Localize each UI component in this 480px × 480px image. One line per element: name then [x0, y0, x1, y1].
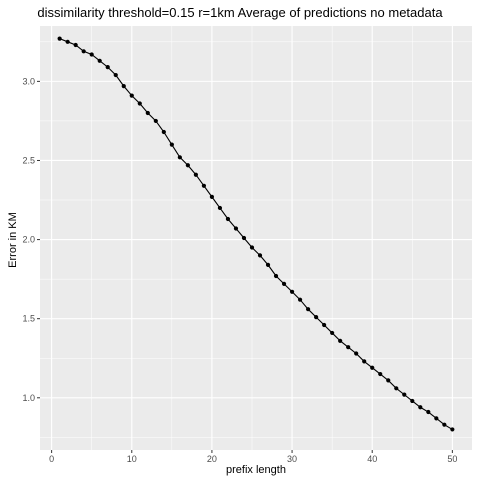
axis-ticks: 0 10 20 30 40 50 1.0 1.5 2.0 2.5 3.0 [22, 76, 457, 464]
data-point [370, 365, 375, 370]
data-point [241, 235, 247, 241]
data-point [73, 42, 78, 48]
data-point [322, 322, 327, 328]
x-tick-label: 30 [287, 454, 297, 464]
x-tick-label: 20 [207, 454, 217, 464]
data-point [193, 172, 198, 177]
data-point [338, 338, 343, 343]
data-point [265, 262, 271, 267]
x-tick-label: 0 [49, 454, 54, 464]
data-point [386, 378, 391, 383]
data-point [153, 118, 158, 124]
chart-title: dissimilarity threshold=0.15 r=1km Avera… [37, 5, 443, 20]
grid-lines [40, 26, 472, 450]
series-layer [57, 36, 455, 432]
data-point [89, 52, 94, 57]
y-tick-label: 1.5 [22, 314, 35, 324]
data-point [217, 205, 223, 211]
data-point [97, 58, 102, 63]
data-point [113, 72, 118, 78]
data-point [394, 386, 399, 391]
data-point [402, 392, 407, 397]
data-point [346, 345, 351, 350]
data-point [145, 110, 150, 116]
data-point [169, 142, 174, 147]
data-point [273, 273, 279, 279]
data-point [330, 330, 335, 336]
y-tick-label: 1.0 [22, 393, 35, 403]
x-axis-title: prefix length [226, 464, 286, 476]
data-point [450, 427, 455, 432]
data-point [297, 297, 303, 302]
data-point [137, 101, 142, 106]
data-point [257, 253, 263, 258]
x-tick-label: 50 [447, 454, 457, 464]
data-point [354, 351, 359, 356]
data-point [81, 49, 86, 54]
data-point [281, 281, 287, 286]
data-point [289, 289, 295, 294]
data-point [426, 409, 431, 415]
y-tick-label: 2.0 [22, 235, 35, 245]
data-point [161, 129, 166, 135]
x-tick-label: 10 [127, 454, 137, 464]
y-tick-label: 2.5 [22, 155, 35, 165]
data-point [65, 39, 70, 44]
data-point [362, 359, 367, 364]
y-tick-label: 3.0 [22, 76, 35, 86]
y-axis-title: Error in KM [7, 212, 19, 268]
data-point [185, 163, 190, 168]
data-point [57, 36, 62, 41]
data-point [201, 183, 207, 188]
data-point [249, 245, 255, 250]
data-point [177, 155, 182, 160]
data-point [434, 416, 439, 421]
data-point [305, 307, 311, 312]
plot-panel [40, 26, 472, 450]
data-point [418, 405, 423, 410]
data-point [121, 84, 126, 89]
data-point [233, 226, 239, 231]
data-point [209, 194, 215, 199]
data-point [225, 216, 231, 222]
data-point [442, 422, 447, 427]
data-point [378, 371, 383, 377]
x-tick-label: 40 [367, 454, 377, 464]
data-point [314, 315, 319, 320]
data-point [129, 93, 134, 98]
data-point [105, 65, 110, 70]
data-point [410, 398, 415, 404]
